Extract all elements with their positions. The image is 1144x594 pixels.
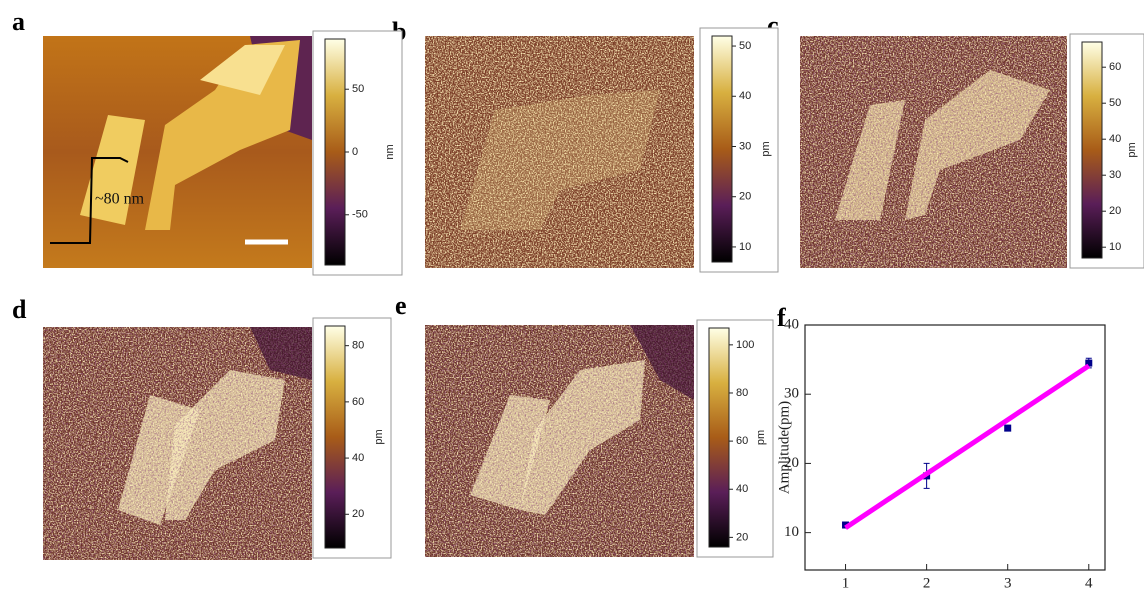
annotation: ~80 nm bbox=[95, 191, 145, 208]
colorbar bbox=[711, 35, 733, 263]
colorbar-tick-label: 60 bbox=[1109, 61, 1121, 73]
colorbar-tick-label: 20 bbox=[352, 508, 364, 520]
colorbar bbox=[324, 38, 346, 266]
panel-label: c bbox=[767, 11, 779, 40]
colorbar-tick-label: -50 bbox=[352, 209, 368, 221]
colorbar-tick-label: 20 bbox=[736, 531, 748, 543]
panel-label: f bbox=[777, 303, 786, 332]
colorbar-unit: pm bbox=[760, 141, 772, 156]
colorbar-tick-label: 30 bbox=[1109, 169, 1121, 181]
colorbar bbox=[324, 325, 346, 549]
colorbar-tick-label: 20 bbox=[1109, 205, 1121, 217]
colorbar-tick-label: 60 bbox=[736, 435, 748, 447]
x-tick-label: 2 bbox=[923, 575, 931, 591]
colorbar-unit: pm bbox=[1126, 142, 1138, 157]
plot-frame bbox=[804, 324, 1106, 571]
colorbar-tick-label: 30 bbox=[739, 140, 751, 152]
colorbar-tick-label: 40 bbox=[739, 90, 751, 102]
panel-label: d bbox=[12, 295, 27, 324]
colorbar-tick-label: 10 bbox=[1109, 241, 1121, 253]
colorbar-tick-label: 10 bbox=[739, 241, 751, 253]
colorbar-tick-label: 60 bbox=[352, 396, 364, 408]
colorbar-tick-label: 0 bbox=[352, 146, 358, 158]
x-tick-label: 1 bbox=[842, 575, 850, 591]
colorbar bbox=[708, 327, 730, 548]
colorbar-tick-label: 40 bbox=[352, 452, 364, 464]
y-tick-label: 20 bbox=[784, 455, 799, 471]
x-tick-label: 3 bbox=[1004, 575, 1012, 591]
colorbar-tick-label: 80 bbox=[736, 387, 748, 399]
afm-amplitude bbox=[425, 325, 694, 557]
colorbar-tick-label: 50 bbox=[352, 83, 364, 95]
colorbar-tick-label: 80 bbox=[352, 340, 364, 352]
panel-label: a bbox=[12, 7, 25, 36]
fit-line bbox=[844, 363, 1091, 530]
colorbar-tick-label: 50 bbox=[739, 40, 751, 52]
colorbar-tick-label: 40 bbox=[1109, 133, 1121, 145]
colorbar-tick-label: 40 bbox=[736, 483, 748, 495]
colorbar-tick-label: 100 bbox=[736, 339, 754, 351]
y-axis-label: Amplitude(pm) bbox=[776, 401, 792, 494]
afm-amplitude bbox=[43, 327, 312, 560]
colorbar-unit: nm bbox=[384, 144, 396, 159]
y-tick-label: 10 bbox=[784, 524, 799, 540]
afm-amplitude bbox=[425, 36, 694, 268]
point bbox=[1004, 424, 1012, 432]
x-tick-label: 4 bbox=[1085, 575, 1093, 591]
y-tick-label: 30 bbox=[784, 386, 799, 402]
colorbar bbox=[1081, 41, 1103, 259]
colorbar-unit: pm bbox=[755, 430, 767, 445]
afm-topography: ~80 nm bbox=[43, 36, 312, 268]
colorbar-tick-label: 50 bbox=[1109, 97, 1121, 109]
colorbar-tick-label: 20 bbox=[739, 191, 751, 203]
y-tick-label: 40 bbox=[784, 316, 799, 332]
point bbox=[1085, 359, 1093, 367]
panel-label: e bbox=[395, 291, 407, 320]
afm-amplitude bbox=[800, 36, 1067, 268]
colorbar-unit: pm bbox=[373, 429, 385, 444]
